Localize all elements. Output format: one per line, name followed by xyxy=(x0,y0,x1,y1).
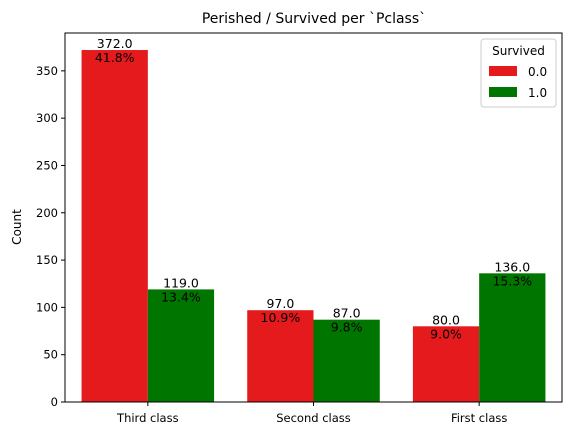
y-tick-label: 250 xyxy=(36,158,58,172)
bar-value-label: 136.0 xyxy=(494,259,530,274)
bar-value-label: 87.0 xyxy=(333,306,361,321)
bar xyxy=(147,289,215,402)
bar-percent-label: 10.9% xyxy=(261,310,301,325)
bar-percent-label: 9.0% xyxy=(430,326,462,341)
y-tick-label: 100 xyxy=(36,300,58,314)
x-tick-label: Second class xyxy=(276,411,351,425)
bar xyxy=(313,319,380,402)
x-tick-label: First class xyxy=(451,411,507,425)
legend: Survived 0.0 1.0 xyxy=(480,38,557,108)
legend-swatch xyxy=(489,87,517,97)
plot-frame xyxy=(64,32,563,403)
bar xyxy=(247,310,314,402)
legend-label: 0.0 xyxy=(528,65,547,79)
bar-value-label: 372.0 xyxy=(97,36,133,51)
legend-swatch xyxy=(489,66,517,76)
bar-percent-label: 9.8% xyxy=(331,320,363,335)
chart-title: Perished / Survived per `Pclass` xyxy=(202,11,426,27)
y-tick-label: 200 xyxy=(36,206,58,220)
legend-label: 1.0 xyxy=(528,86,547,100)
x-tick-label: Third class xyxy=(116,411,179,425)
y-axis-label: Count xyxy=(10,209,24,245)
y-tick-label: 350 xyxy=(36,64,58,78)
bar-percent-label: 15.3% xyxy=(492,273,532,288)
bar-value-label: 80.0 xyxy=(432,312,460,327)
legend-title: Survived xyxy=(492,44,545,58)
y-tick-label: 50 xyxy=(43,348,58,362)
y-tick-label: 150 xyxy=(36,253,58,267)
bar-value-label: 97.0 xyxy=(266,296,294,311)
bar xyxy=(479,273,546,402)
bar xyxy=(81,50,148,403)
y-tick-label: 0 xyxy=(51,395,58,409)
bar xyxy=(412,326,480,402)
bar-percent-label: 13.4% xyxy=(161,289,201,304)
bar-percent-label: 41.8% xyxy=(95,50,135,65)
y-tick-label: 300 xyxy=(36,111,58,125)
bar-value-label: 119.0 xyxy=(163,275,199,290)
